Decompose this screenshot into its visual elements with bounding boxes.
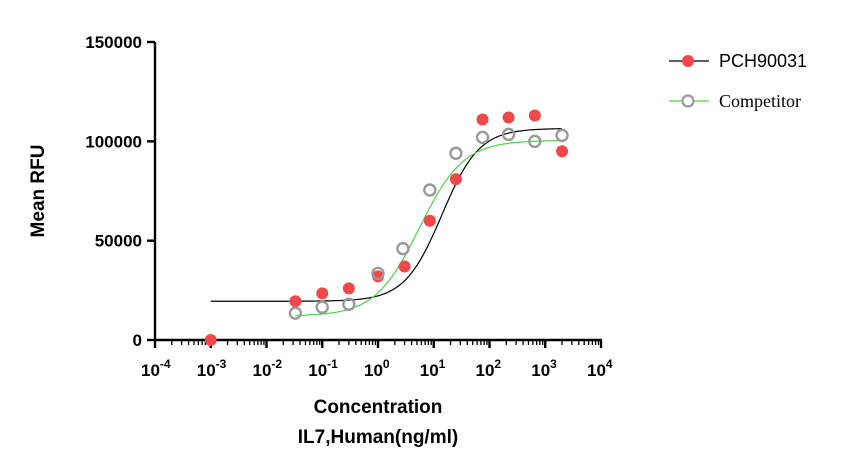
- x-tick-label: 103: [531, 357, 557, 380]
- x-tick-label: 10-4: [141, 357, 171, 380]
- legend-label-competitor: Competitor: [719, 91, 801, 111]
- point-competitor: [475, 130, 490, 145]
- x-axis-title-line1: Concentration: [314, 397, 443, 418]
- x-tick-label: 10-3: [197, 357, 227, 380]
- point-pch90031: [528, 109, 541, 122]
- point-pch90031: [398, 260, 411, 273]
- x-tick-label: 100: [364, 357, 390, 380]
- x-tick-label: 104: [587, 357, 613, 380]
- x-tick-label: 102: [476, 357, 502, 380]
- point-competitor: [528, 134, 542, 149]
- x-tick-label: 10-1: [308, 357, 338, 380]
- point-pch90031: [289, 295, 302, 308]
- y-tick-label: 150000: [85, 33, 142, 52]
- legend-marker-pch90031: [682, 55, 694, 67]
- fit-curve-pch90031: [210, 128, 563, 302]
- point-competitor: [449, 146, 463, 160]
- point-pch90031: [556, 145, 569, 158]
- y-tick-label: 0: [133, 331, 142, 350]
- x-tick-label: 10-2: [253, 357, 283, 380]
- point-competitor: [371, 266, 385, 281]
- data-points: [204, 109, 569, 346]
- y-tick-label: 100000: [85, 132, 142, 151]
- y-tick-label: 50000: [95, 232, 142, 251]
- tick-labels: 0 50000 100000 150000 10-4 10-3 10-2 10-1 100 101…: [85, 33, 613, 380]
- x-tick-label: 101: [420, 357, 446, 380]
- point-pch90031: [502, 111, 515, 124]
- point-competitor: [288, 306, 303, 320]
- point-competitor: [342, 297, 356, 311]
- point-pch90031: [316, 287, 329, 300]
- point-competitor: [501, 127, 516, 142]
- point-pch90031: [342, 282, 355, 295]
- fit-curve-competitor: [295, 140, 563, 317]
- point-pch90031: [449, 173, 462, 186]
- point-pch90031: [476, 113, 489, 126]
- point-competitor: [396, 241, 410, 256]
- point-pch90031: [204, 334, 217, 346]
- axes: [147, 40, 603, 348]
- legend-label-pch90031: PCH90031: [719, 51, 807, 71]
- point-pch90031: [423, 214, 436, 227]
- legend-marker-competitor: [681, 94, 695, 108]
- point-competitor: [315, 300, 329, 314]
- legend: PCH90031 Competitor: [669, 51, 807, 111]
- fit-curves: [210, 128, 563, 317]
- x-axis-title-line2: IL7,Human(ng/ml): [298, 427, 458, 448]
- y-axis-title: Mean RFU: [28, 145, 49, 238]
- point-competitor: [555, 128, 569, 143]
- point-competitor: [423, 183, 437, 197]
